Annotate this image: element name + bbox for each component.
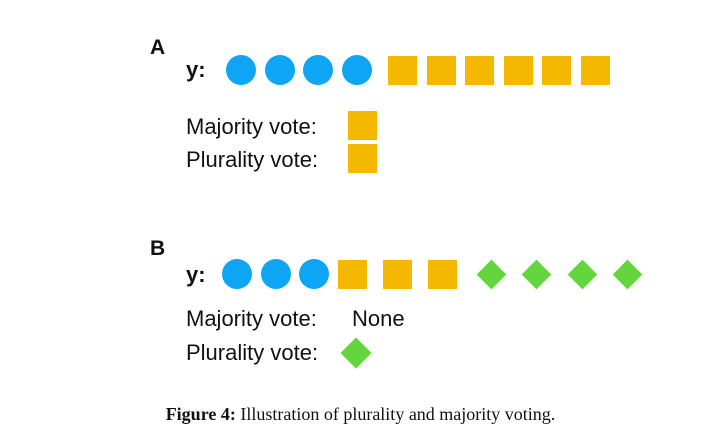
panel-b-plurality-label: Plurality vote: <box>186 340 319 365</box>
panel-a-label: A <box>150 36 166 59</box>
square-shape <box>426 55 456 85</box>
diamond-shape <box>612 259 643 289</box>
circle-shape <box>222 259 252 289</box>
panel-b-plurality-result-diamond <box>340 337 372 369</box>
diamond-shape <box>521 259 552 289</box>
panel-b-majority-result: None <box>352 306 405 331</box>
circle-shape <box>303 55 334 85</box>
panel-a-plurality-label: Plurality vote: <box>186 147 319 172</box>
square-shape <box>428 259 457 289</box>
circle-shape <box>260 259 291 289</box>
square-shape <box>338 259 367 289</box>
square-shape <box>465 55 495 85</box>
diamond-shape <box>567 259 598 289</box>
panel-a-majority-result-square <box>348 111 377 140</box>
panel-a-y-label: y: <box>186 57 206 82</box>
square-shape <box>542 55 572 85</box>
caption-prefix: Figure 4: <box>165 404 236 424</box>
circle-shape <box>264 55 295 85</box>
caption-text: Illustration of plurality and majority v… <box>235 404 556 424</box>
panel-a-majority-label: Majority vote: <box>186 114 317 139</box>
square-shape <box>581 55 610 85</box>
square-shape <box>388 55 417 85</box>
panel-b-label: B <box>150 237 166 260</box>
circle-shape <box>341 55 372 85</box>
panel-b-y-label: y: <box>186 262 206 287</box>
square-shape <box>503 55 533 85</box>
panel-a-plurality-result-square <box>348 144 377 173</box>
square-shape <box>383 259 412 289</box>
diamond-shape <box>476 259 507 289</box>
figure-caption: Figure 4: Illustration of plurality and … <box>0 404 721 425</box>
panel-b-majority-label: Majority vote: <box>186 306 317 331</box>
circle-shape <box>299 259 329 289</box>
circle-shape <box>226 55 256 85</box>
